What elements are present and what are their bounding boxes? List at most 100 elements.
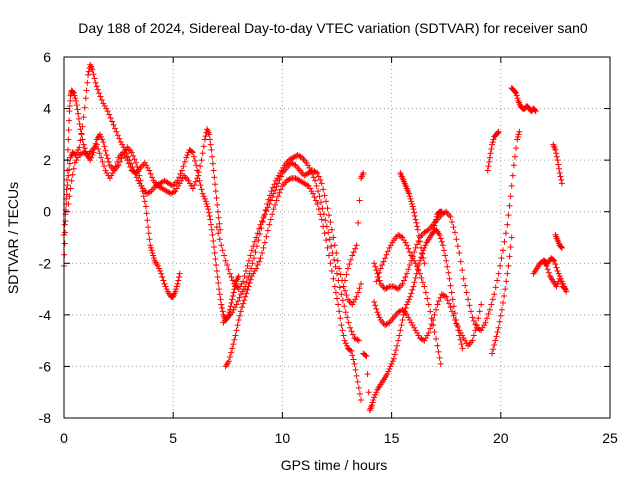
data-point <box>489 141 496 148</box>
data-point <box>449 219 456 226</box>
data-point <box>121 151 128 158</box>
y-tick-label: 4 <box>43 101 51 117</box>
data-point <box>270 206 277 213</box>
y-axis-label: SDTVAR / TECUs <box>5 182 21 294</box>
data-point <box>156 265 163 272</box>
data-point <box>201 136 208 143</box>
y-tick-label: -2 <box>39 255 52 271</box>
data-point <box>181 158 188 165</box>
data-point <box>100 139 107 146</box>
data-point <box>95 90 102 97</box>
data-point <box>211 249 218 256</box>
data-point <box>383 251 390 258</box>
data-point <box>239 288 246 295</box>
data-point <box>494 277 501 284</box>
grid-layer <box>64 57 610 418</box>
data-point <box>90 71 97 78</box>
data-point <box>472 327 479 334</box>
series-9 <box>371 291 485 349</box>
data-point <box>350 249 357 256</box>
data-point <box>353 372 360 379</box>
data-point <box>67 185 74 192</box>
data-point <box>273 197 280 204</box>
data-point <box>207 141 214 148</box>
data-point <box>486 158 493 165</box>
data-point <box>399 234 406 241</box>
data-point <box>248 247 255 254</box>
series-15 <box>508 84 539 115</box>
data-point <box>277 186 284 193</box>
data-point <box>147 242 154 249</box>
data-point <box>248 265 255 272</box>
data-point <box>215 280 222 287</box>
data-point <box>334 257 341 264</box>
y-tick-label: 6 <box>43 49 51 65</box>
data-point <box>347 256 354 263</box>
data-point <box>504 270 511 277</box>
data-point <box>553 283 560 290</box>
data-point <box>394 342 401 349</box>
data-point <box>116 135 123 142</box>
data-point <box>333 249 340 256</box>
data-point <box>488 301 495 308</box>
data-point <box>437 294 444 301</box>
data-point <box>267 216 274 223</box>
data-point <box>406 190 413 197</box>
data-point <box>85 68 92 75</box>
data-point <box>490 136 497 143</box>
data-point <box>198 186 205 193</box>
data-point <box>409 286 416 293</box>
data-point <box>400 277 407 284</box>
data-point <box>412 260 419 267</box>
data-point <box>457 329 464 336</box>
data-point <box>204 203 211 210</box>
data-point <box>485 310 492 317</box>
data-point <box>189 149 196 156</box>
data-point <box>214 274 221 281</box>
data-point <box>125 160 132 167</box>
data-point <box>150 252 157 259</box>
data-point <box>403 270 410 277</box>
data-point <box>209 231 216 238</box>
data-point <box>214 201 221 208</box>
data-point <box>174 280 181 287</box>
y-tick-label: 2 <box>43 152 51 168</box>
data-point <box>553 153 560 160</box>
data-point <box>457 336 464 343</box>
data-point <box>97 93 104 100</box>
data-point <box>453 320 460 327</box>
data-point <box>497 312 504 319</box>
data-point <box>103 105 110 112</box>
data-point <box>363 353 370 360</box>
data-point <box>212 181 219 188</box>
data-point <box>103 151 110 158</box>
data-point <box>141 198 148 205</box>
data-point <box>336 265 343 272</box>
data-point <box>207 216 214 223</box>
data-point <box>446 300 453 307</box>
data-point <box>341 337 348 344</box>
plot-frame <box>63 56 611 419</box>
data-point <box>88 154 95 161</box>
data-point <box>556 165 563 172</box>
data-point <box>495 270 502 277</box>
data-point <box>263 207 270 214</box>
data-point <box>176 270 183 277</box>
data-point <box>502 286 509 293</box>
data-point <box>354 336 361 343</box>
data-point <box>173 286 180 293</box>
data-point <box>550 256 557 263</box>
data-point <box>217 226 224 233</box>
data-point <box>162 283 169 290</box>
data-point <box>444 263 451 270</box>
data-point <box>211 174 218 181</box>
data-point <box>413 219 420 226</box>
data-point <box>318 216 325 223</box>
data-point <box>495 128 502 135</box>
data-point <box>99 158 106 165</box>
data-point <box>226 270 233 277</box>
data-point <box>463 340 470 347</box>
data-point <box>556 170 563 177</box>
data-point <box>508 234 515 241</box>
